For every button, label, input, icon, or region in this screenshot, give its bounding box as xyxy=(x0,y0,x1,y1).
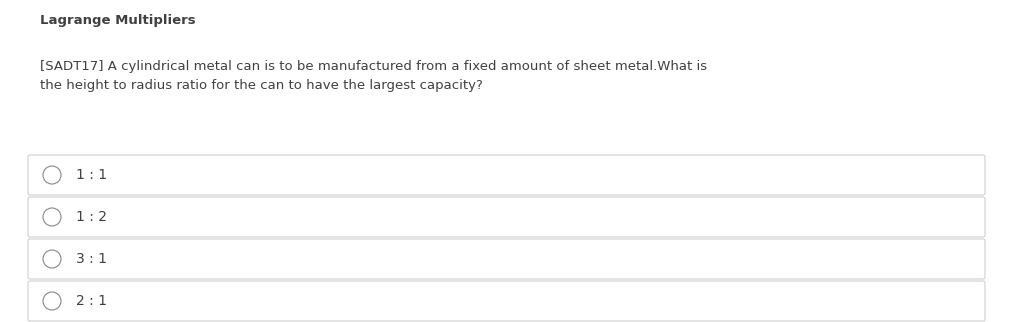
Text: 3 : 1: 3 : 1 xyxy=(76,252,107,266)
Text: 2 : 1: 2 : 1 xyxy=(76,294,107,308)
Ellipse shape xyxy=(43,166,61,184)
Ellipse shape xyxy=(43,250,61,268)
FancyBboxPatch shape xyxy=(28,197,985,237)
FancyBboxPatch shape xyxy=(28,155,985,195)
FancyBboxPatch shape xyxy=(28,239,985,279)
Text: 1 : 2: 1 : 2 xyxy=(76,210,107,224)
Text: 1 : 1: 1 : 1 xyxy=(76,168,107,182)
Ellipse shape xyxy=(43,292,61,310)
Text: [SADT17] A cylindrical metal can is to be manufactured from a fixed amount of sh: [SADT17] A cylindrical metal can is to b… xyxy=(40,60,707,92)
Ellipse shape xyxy=(43,208,61,226)
FancyBboxPatch shape xyxy=(28,281,985,321)
Text: Lagrange Multipliers: Lagrange Multipliers xyxy=(40,14,196,27)
